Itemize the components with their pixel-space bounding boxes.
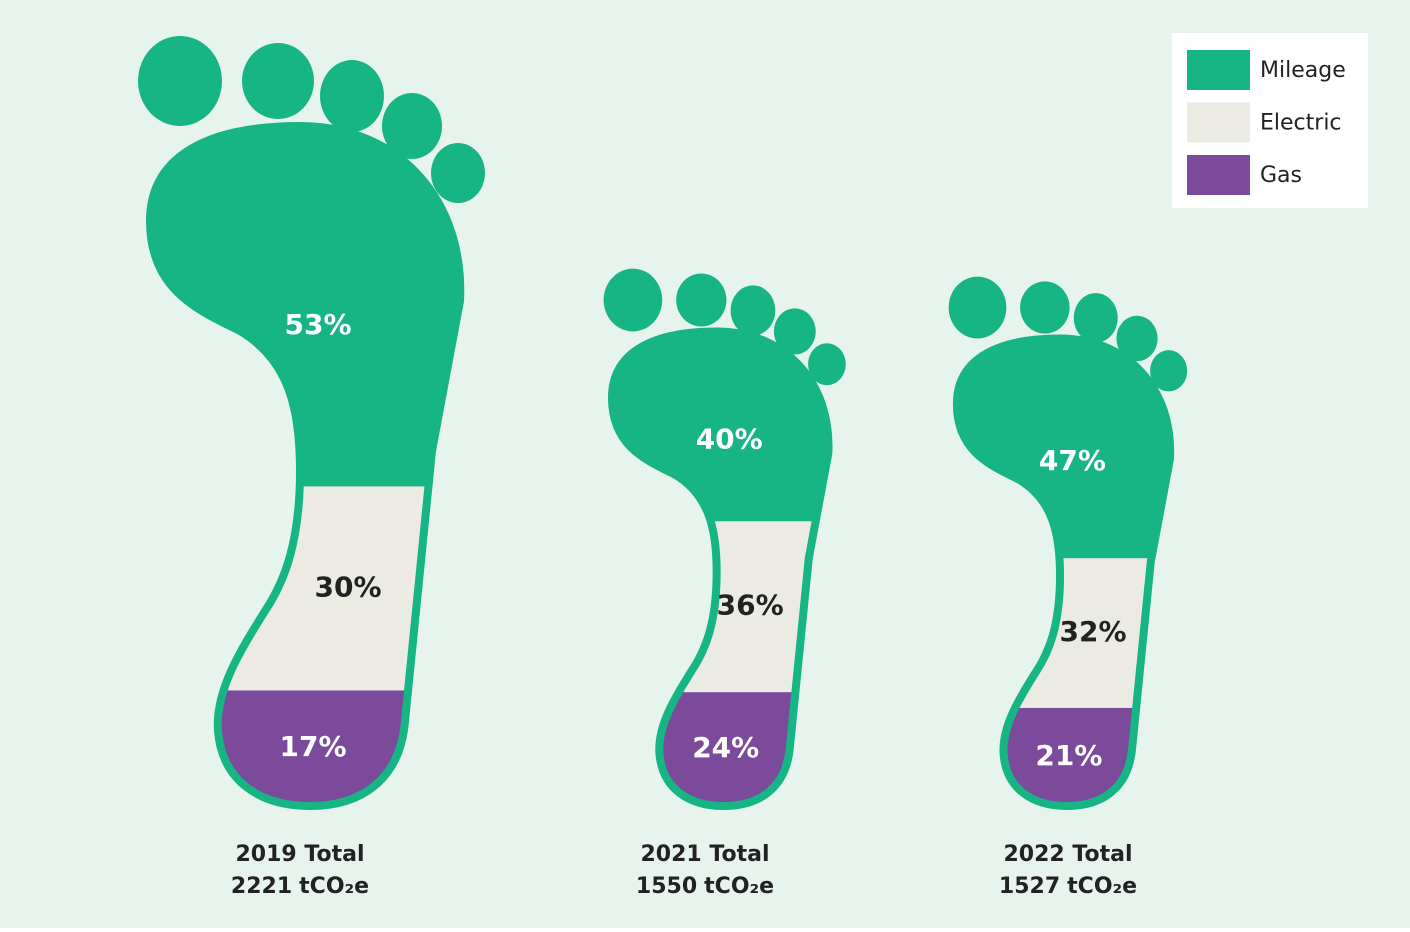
legend-swatch xyxy=(1187,102,1250,143)
total-unit: tCO₂e xyxy=(299,874,369,899)
total-value: 2221 xyxy=(231,874,292,899)
toe xyxy=(1073,293,1118,343)
toe xyxy=(948,276,1007,339)
total-label: 2221 tCO₂e xyxy=(231,874,369,899)
sole-outline xyxy=(612,331,829,806)
value-label: 36% xyxy=(717,589,784,622)
legend-label: Electric xyxy=(1260,111,1342,136)
toe xyxy=(603,268,663,332)
footprint xyxy=(948,276,1188,806)
legend-swatch xyxy=(1187,155,1250,195)
toe xyxy=(730,285,776,336)
toe xyxy=(676,273,727,327)
value-label: 17% xyxy=(279,730,346,763)
category-label: 2022 Total xyxy=(1004,842,1133,867)
toe xyxy=(1020,281,1070,334)
sole-outline xyxy=(150,126,460,806)
total-label: 1527 tCO₂e xyxy=(999,874,1137,899)
toe xyxy=(431,143,485,203)
value-label: 40% xyxy=(696,422,763,455)
value-label: 30% xyxy=(314,570,381,603)
value-label: 32% xyxy=(1059,615,1126,648)
category-label: 2021 Total xyxy=(641,842,770,867)
toe xyxy=(382,93,442,159)
sole-outline xyxy=(957,338,1170,806)
total-value: 1527 xyxy=(999,874,1060,899)
total-unit: tCO₂e xyxy=(1067,874,1137,899)
toe xyxy=(773,308,816,355)
value-label: 21% xyxy=(1035,739,1102,772)
toe xyxy=(242,43,314,119)
category-label: 2019 Total xyxy=(236,842,365,867)
toe xyxy=(320,60,384,132)
toe xyxy=(1150,350,1188,392)
toe xyxy=(808,343,846,386)
toe xyxy=(138,36,222,126)
toe xyxy=(1116,315,1158,362)
total-label: 1550 tCO₂e xyxy=(636,874,774,899)
total-value: 1550 xyxy=(636,874,697,899)
legend-label: Gas xyxy=(1260,163,1302,188)
value-label: 53% xyxy=(284,308,351,341)
value-label: 24% xyxy=(692,731,759,764)
legend-swatch xyxy=(1187,50,1250,90)
legend-label: Mileage xyxy=(1260,58,1346,83)
value-label: 47% xyxy=(1039,444,1106,477)
total-unit: tCO₂e xyxy=(704,874,774,899)
